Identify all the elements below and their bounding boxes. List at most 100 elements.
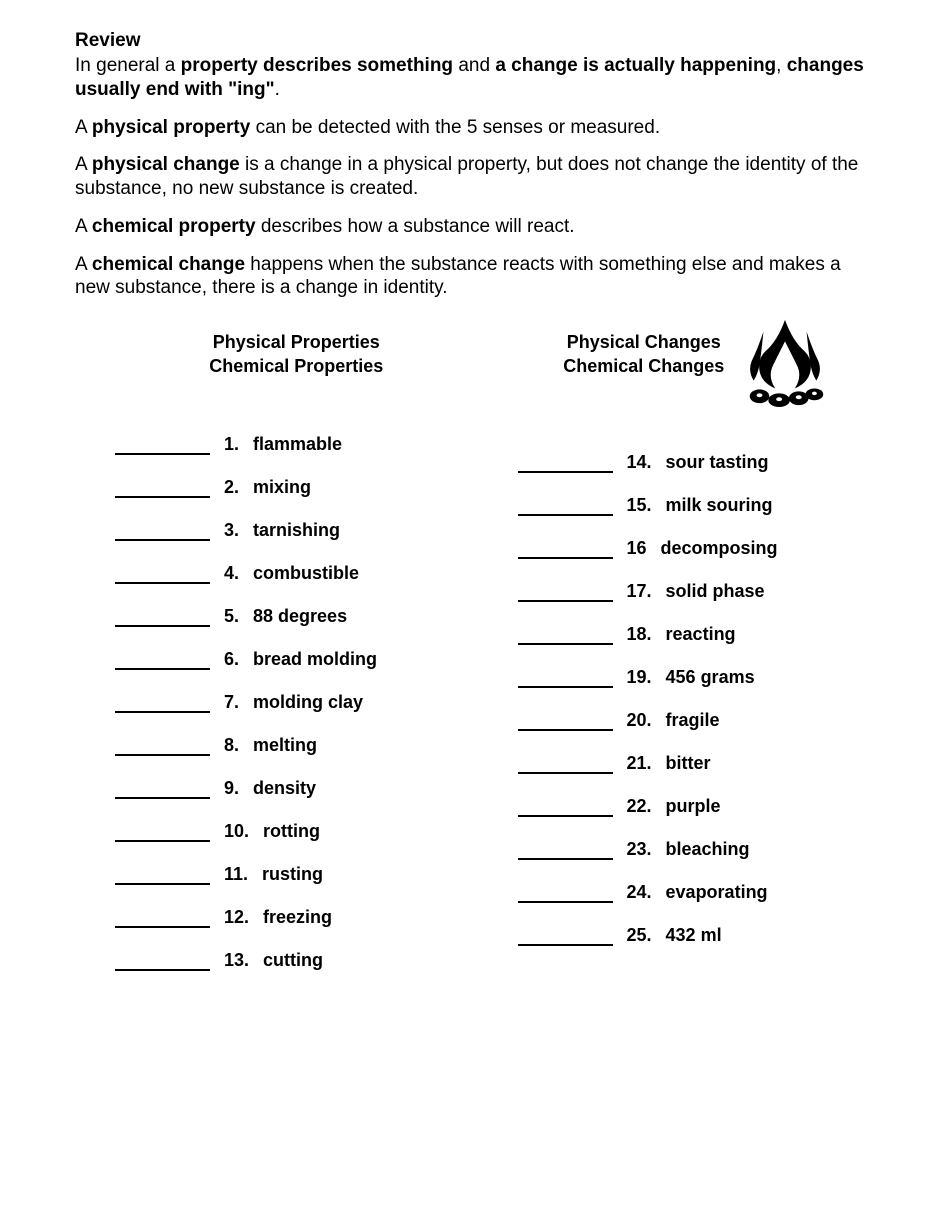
- item-label: 432 ml: [666, 925, 722, 946]
- item-label: combustible: [253, 563, 359, 584]
- list-item: 17.solid phase: [518, 581, 881, 602]
- answer-blank[interactable]: [115, 480, 210, 498]
- item-label: milk souring: [666, 495, 773, 516]
- answer-blank[interactable]: [518, 842, 613, 860]
- item-label: freezing: [263, 907, 332, 928]
- list-item: 24. evaporating: [518, 882, 881, 903]
- text: describes how a substance will react.: [256, 216, 575, 237]
- item-number: 4.: [224, 563, 239, 584]
- answer-blank[interactable]: [115, 566, 210, 584]
- item-number: 2.: [224, 477, 239, 498]
- text-bold: physical property: [92, 117, 250, 138]
- list-item: 3. tarnishing: [115, 520, 478, 541]
- item-label: fragile: [666, 710, 720, 731]
- text: In general a: [75, 55, 181, 76]
- list-item: 15. milk souring: [518, 495, 881, 516]
- answer-blank[interactable]: [518, 498, 613, 516]
- header-line: Chemical Properties: [209, 356, 383, 376]
- text: A: [75, 216, 92, 237]
- item-number: 1.: [224, 434, 239, 455]
- fire-icon: [736, 312, 834, 410]
- item-label: cutting: [263, 950, 323, 971]
- list-item: 12.freezing: [115, 907, 478, 928]
- list-item: 22.purple: [518, 796, 881, 817]
- list-item: 5. 88 degrees: [115, 606, 478, 627]
- answer-blank[interactable]: [518, 541, 613, 559]
- answer-blank[interactable]: [115, 523, 210, 541]
- item-label: 88 degrees: [253, 606, 347, 627]
- text-bold: physical change: [92, 154, 240, 175]
- answer-blank[interactable]: [115, 867, 210, 885]
- answer-blank[interactable]: [518, 799, 613, 817]
- section-title: Review: [75, 30, 880, 52]
- item-number: 10.: [224, 821, 249, 842]
- text: A: [75, 254, 92, 275]
- answer-blank[interactable]: [518, 455, 613, 473]
- text-bold: chemical change: [92, 254, 245, 275]
- answer-blank[interactable]: [115, 652, 210, 670]
- answer-blank[interactable]: [115, 738, 210, 756]
- text: A: [75, 154, 92, 175]
- item-number: 15.: [627, 495, 652, 516]
- header-line: Physical Properties: [213, 332, 380, 352]
- item-label: purple: [666, 796, 721, 817]
- answer-blank[interactable]: [518, 627, 613, 645]
- answer-blank[interactable]: [518, 670, 613, 688]
- worksheet: Physical Properties Chemical Properties …: [75, 330, 880, 993]
- answer-blank[interactable]: [115, 609, 210, 627]
- list-item: 14. sour tasting: [518, 452, 881, 473]
- item-number: 21.: [627, 753, 652, 774]
- item-number: 5.: [224, 606, 239, 627]
- answer-blank[interactable]: [115, 781, 210, 799]
- item-label: evaporating: [666, 882, 768, 903]
- right-column-header-row: Physical Changes Chemical Changes: [518, 330, 881, 410]
- text: can be detected with the 5 senses or mea…: [250, 117, 660, 138]
- header-line: Physical Changes: [567, 332, 721, 352]
- list-item: 8.melting: [115, 735, 478, 756]
- item-label: rusting: [262, 864, 323, 885]
- answer-blank[interactable]: [518, 885, 613, 903]
- review-p3: A physical change is a change in a physi…: [75, 153, 880, 201]
- answer-blank[interactable]: [518, 713, 613, 731]
- right-column: Physical Changes Chemical Changes: [518, 330, 881, 993]
- right-column-header: Physical Changes Chemical Changes: [563, 330, 724, 379]
- answer-blank[interactable]: [518, 928, 613, 946]
- item-number: 8.: [224, 735, 239, 756]
- item-number: 14.: [627, 452, 652, 473]
- review-p1: In general a property describes somethin…: [75, 54, 880, 102]
- item-label: bleaching: [666, 839, 750, 860]
- item-number: 24.: [627, 882, 652, 903]
- text: .: [275, 79, 280, 100]
- item-label: tarnishing: [253, 520, 340, 541]
- review-p4: A chemical property describes how a subs…: [75, 215, 880, 239]
- item-label: bread molding: [253, 649, 377, 670]
- item-number: 20.: [627, 710, 652, 731]
- item-label: molding clay: [253, 692, 363, 713]
- answer-blank[interactable]: [115, 695, 210, 713]
- text-bold: property describes something: [181, 55, 453, 76]
- list-item: 25.432 ml: [518, 925, 881, 946]
- item-number: 17.: [627, 581, 652, 602]
- item-label: sour tasting: [666, 452, 769, 473]
- left-column: Physical Properties Chemical Properties …: [115, 330, 478, 993]
- list-item: 20. fragile: [518, 710, 881, 731]
- answer-blank[interactable]: [518, 756, 613, 774]
- answer-blank[interactable]: [115, 437, 210, 455]
- answer-blank[interactable]: [115, 953, 210, 971]
- answer-blank[interactable]: [518, 584, 613, 602]
- item-label: rotting: [263, 821, 320, 842]
- item-number: 11.: [224, 864, 248, 885]
- list-item: 11. rusting: [115, 864, 478, 885]
- answer-blank[interactable]: [115, 910, 210, 928]
- right-list: 14.sour tasting15.milk souring16decompos…: [518, 452, 881, 946]
- text: ,: [776, 55, 787, 76]
- review-p5: A chemical change happens when the subst…: [75, 253, 880, 301]
- answer-blank[interactable]: [115, 824, 210, 842]
- text-bold: a change is actually happening: [495, 55, 776, 76]
- item-number: 3.: [224, 520, 239, 541]
- list-item: 10. rotting: [115, 821, 478, 842]
- left-column-header: Physical Properties Chemical Properties: [115, 330, 478, 379]
- list-item: 4. combustible: [115, 563, 478, 584]
- item-number: 6.: [224, 649, 239, 670]
- item-label: decomposing: [661, 538, 778, 559]
